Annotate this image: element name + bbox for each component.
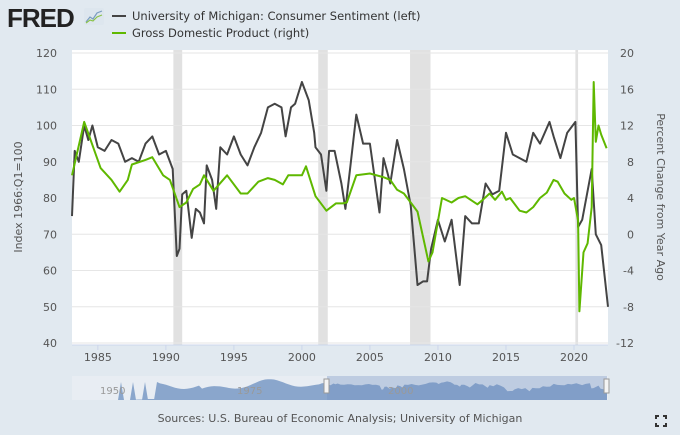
y-right-tick-label: -12 (616, 337, 634, 350)
y-left-tick-label: 40 (43, 337, 57, 350)
y-left-tick-label: 90 (43, 156, 57, 169)
y-left-tick-label: 80 (43, 192, 57, 205)
navigator-label: 1950 (100, 386, 125, 397)
x-tick-label: 2015 (492, 351, 520, 364)
navigator[interactable]: 1950 1975 2000 (72, 376, 610, 400)
chart: 40 -12 50 -8 60 -4 70 0 80 4 90 8 100 12 110 16 120 20 198… (12, 47, 667, 400)
x-tick-label: 2020 (560, 351, 588, 364)
y-right-tick-label: -8 (623, 301, 634, 314)
legend-item-sentiment[interactable]: University of Michigan: Consumer Sentime… (112, 9, 421, 23)
navigator-label: 2000 (388, 386, 413, 397)
navigator-handle-right[interactable] (603, 378, 610, 394)
legend-swatch (112, 32, 126, 34)
navigator-handle-left[interactable] (323, 378, 330, 394)
fred-chart-icon (84, 8, 104, 25)
legend-label: University of Michigan: Consumer Sentime… (132, 9, 421, 23)
gdp-line (71, 81, 608, 313)
y-left-tick-label: 60 (43, 265, 57, 278)
navigator-series (118, 379, 607, 400)
x-tick-label: 2000 (288, 351, 316, 364)
y-left-tick-label: 100 (36, 120, 57, 133)
x-tick-label: 1990 (152, 351, 180, 364)
legend-swatch (112, 15, 126, 17)
sources: Sources: U.S. Bureau of Economic Analysi… (157, 412, 523, 425)
y-left-tick-label: 70 (43, 228, 57, 241)
navigator-selection[interactable] (327, 376, 607, 400)
x-tick-label: 2005 (356, 351, 384, 364)
y-right-tick-label: -4 (623, 265, 634, 278)
y-right-tick-label: 0 (627, 228, 634, 241)
y-left-tick-label: 110 (36, 83, 57, 96)
logo-text: FRED (7, 3, 75, 33)
x-tick-label: 1995 (220, 351, 248, 364)
y-right-tick-label: 20 (620, 47, 634, 60)
fred-logo[interactable]: FRED (7, 3, 75, 34)
navigator-label: 1975 (237, 386, 262, 397)
y-right-tick-label: 4 (627, 192, 634, 205)
fullscreen-icon[interactable] (655, 412, 667, 427)
y-right-tick-label: 12 (620, 120, 634, 133)
y-axis-right-label: Percent Change from Year Ago (654, 113, 667, 281)
y-left-tick-label: 50 (43, 301, 57, 314)
y-right-tick-label: 16 (620, 83, 634, 96)
legend-item-gdp[interactable]: Gross Domestic Product (right) (112, 26, 309, 40)
x-tick-label: 1985 (84, 351, 112, 364)
sentiment-line (71, 81, 609, 307)
y-axis-left-label: Index 1966:Q1=100 (12, 141, 25, 252)
x-tick-label: 2010 (424, 351, 452, 364)
y-right-tick-label: 8 (627, 156, 634, 169)
y-left-tick-label: 120 (36, 47, 57, 60)
legend-label: Gross Domestic Product (right) (132, 26, 310, 40)
